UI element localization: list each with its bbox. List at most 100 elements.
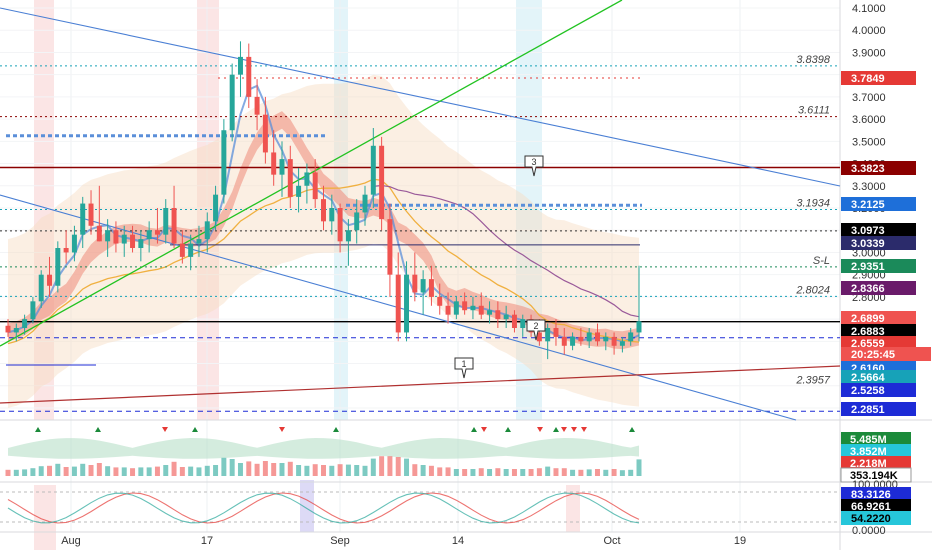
- wave-marker: 2: [526, 319, 546, 341]
- candle: [379, 136, 385, 231]
- level-label: 3.8398: [796, 54, 831, 66]
- volume-badge: 2.218M: [841, 456, 911, 470]
- support-trendline: [0, 365, 841, 404]
- svg-text:2.8366: 2.8366: [851, 283, 885, 295]
- candle: [296, 168, 302, 213]
- candle: [321, 185, 326, 231]
- wave-markers: 1 2 3: [454, 155, 546, 379]
- x-axis: Aug 17 Sep 14 Oct 19: [61, 535, 746, 547]
- candle: [30, 296, 36, 324]
- candle: [188, 234, 194, 271]
- svg-text:3: 3: [531, 157, 536, 167]
- candle: [146, 221, 152, 253]
- svg-text:353.194K: 353.194K: [850, 470, 898, 482]
- candle: [154, 208, 160, 244]
- price-tick-label: 4.1000: [852, 3, 886, 15]
- price-badge: 3.2125: [841, 197, 916, 211]
- price-tick-label: 3.6000: [852, 114, 886, 126]
- candle: [254, 79, 260, 131]
- candle: [105, 219, 111, 257]
- level-label: 2.3957: [795, 375, 831, 387]
- price-badge: 3.3823: [841, 161, 916, 175]
- svg-text:66.9261: 66.9261: [851, 501, 891, 513]
- volatility-envelope: [7, 74, 640, 409]
- x-tick-label: Oct: [603, 535, 620, 547]
- candle: [520, 314, 526, 337]
- price-tick-label: 3.9000: [852, 47, 886, 59]
- svg-text:83.3126: 83.3126: [851, 489, 891, 501]
- x-tick-label: Aug: [61, 535, 81, 547]
- volume-pane: [5, 427, 642, 476]
- candle: [412, 252, 418, 302]
- svg-text:2.218M: 2.218M: [850, 458, 887, 470]
- candle: [586, 328, 592, 348]
- candle: [204, 212, 210, 253]
- candle: [179, 230, 185, 264]
- candle: [545, 323, 551, 360]
- price-badge: 20:25:45: [841, 347, 931, 361]
- svg-text:2.6883: 2.6883: [851, 326, 885, 338]
- candle: [271, 130, 277, 186]
- candle: [470, 296, 476, 320]
- wave-marker: 1: [454, 357, 474, 379]
- candle: [553, 319, 559, 346]
- oscillator-badge: 83.3126: [841, 487, 911, 501]
- candle: [345, 219, 351, 266]
- oscillator-pane: [0, 491, 840, 524]
- candle: [287, 145, 293, 208]
- price-badge: 3.0339: [841, 236, 916, 250]
- x-tick-label: 19: [734, 535, 746, 547]
- candle: [171, 185, 177, 248]
- x-tick-label: 14: [452, 535, 464, 547]
- volume-badge: 5.485M: [841, 432, 911, 446]
- candle: [113, 221, 119, 253]
- svg-text:2.5258: 2.5258: [851, 385, 885, 397]
- ascending-trendline: [0, 0, 623, 347]
- svg-text:2.2851: 2.2851: [851, 404, 885, 416]
- price-tick-label: 3.5000: [852, 136, 886, 148]
- candle: [196, 225, 202, 257]
- candle: [395, 252, 401, 342]
- candle: [262, 96, 268, 164]
- level-label: S-L: [813, 255, 830, 267]
- price-badge: 2.8366: [841, 281, 916, 295]
- candle: [404, 261, 410, 342]
- candle: [121, 225, 127, 257]
- candle: [636, 265, 642, 342]
- candle: [561, 328, 567, 355]
- candle: [246, 43, 252, 108]
- wave-marker: 3: [524, 155, 544, 177]
- candle: [22, 314, 28, 335]
- candle: [594, 323, 600, 346]
- candle: [13, 323, 19, 342]
- candle: [229, 63, 235, 142]
- osc-tick-label: 0.0000: [852, 525, 886, 537]
- candle: [130, 225, 136, 253]
- candle: [96, 185, 102, 242]
- price-badge: 2.2851: [841, 402, 916, 416]
- price-badge: 2.6899: [841, 311, 916, 325]
- candle: [511, 310, 517, 333]
- candle: [619, 336, 625, 353]
- level-label: 2.8024: [795, 284, 830, 296]
- candle: [221, 119, 227, 204]
- level-labels: 3.8398 3.6111 3.1934 S-L 2.8024 2.3957: [795, 54, 831, 387]
- candle: [163, 199, 169, 244]
- candle: [237, 41, 243, 97]
- candle: [138, 230, 144, 262]
- price-badge: 2.5258: [841, 383, 916, 397]
- price-tick-label: 3.0000: [852, 247, 886, 259]
- candle: [312, 159, 318, 208]
- candle: [213, 185, 219, 231]
- candle: [55, 241, 61, 293]
- oscillator-badge: 54.2220: [841, 511, 911, 525]
- candle: [503, 305, 509, 328]
- price-badge: 3.7849: [841, 71, 916, 85]
- svg-text:2.6899: 2.6899: [851, 313, 885, 325]
- candle: [462, 292, 468, 315]
- x-tick-label: 17: [201, 535, 213, 547]
- svg-text:20:25:45: 20:25:45: [851, 349, 895, 361]
